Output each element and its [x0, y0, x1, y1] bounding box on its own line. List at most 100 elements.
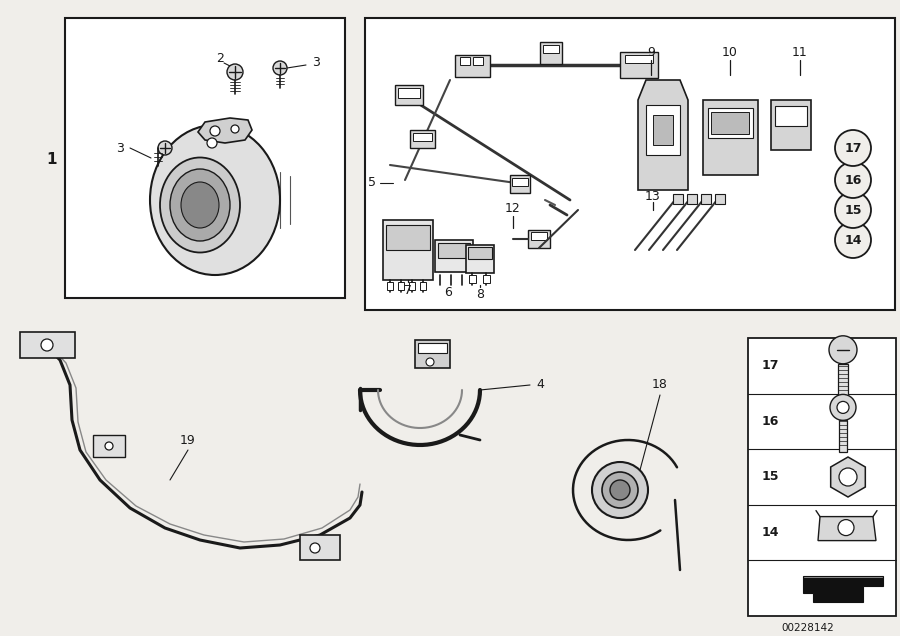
Circle shape: [835, 192, 871, 228]
Circle shape: [273, 61, 287, 75]
Bar: [418, 343, 447, 353]
Polygon shape: [831, 457, 865, 497]
Bar: [420, 282, 426, 290]
Ellipse shape: [181, 182, 219, 228]
Bar: [435, 240, 473, 272]
Bar: [93, 435, 125, 457]
Circle shape: [839, 468, 857, 486]
Text: 10: 10: [722, 46, 738, 59]
Text: 13: 13: [645, 190, 661, 202]
Circle shape: [830, 394, 856, 420]
Polygon shape: [818, 516, 876, 541]
Text: 9: 9: [647, 46, 655, 59]
Bar: [715, 194, 725, 204]
Text: 15: 15: [761, 471, 778, 483]
Text: 00228142: 00228142: [781, 623, 834, 633]
Bar: [300, 535, 340, 560]
Bar: [395, 85, 423, 105]
Text: 17: 17: [844, 141, 862, 155]
Bar: [687, 194, 697, 204]
Text: 5: 5: [368, 177, 376, 190]
Text: 12: 12: [505, 202, 521, 214]
Circle shape: [838, 520, 854, 536]
Bar: [483, 275, 490, 283]
Text: 7: 7: [404, 284, 412, 296]
Bar: [20, 332, 75, 358]
Circle shape: [602, 472, 638, 508]
Bar: [365, 18, 895, 310]
Text: 15: 15: [844, 204, 862, 216]
Bar: [438, 243, 470, 258]
Text: 16: 16: [761, 415, 778, 428]
Text: 14: 14: [761, 526, 778, 539]
Bar: [625, 55, 653, 63]
Circle shape: [227, 64, 243, 80]
Circle shape: [835, 130, 871, 166]
Bar: [543, 45, 559, 53]
Bar: [512, 178, 528, 186]
Circle shape: [835, 162, 871, 198]
Bar: [701, 194, 711, 204]
Bar: [775, 106, 807, 126]
Text: 6: 6: [444, 286, 452, 298]
Ellipse shape: [170, 169, 230, 241]
Bar: [65, 18, 345, 298]
Text: 16: 16: [844, 174, 861, 186]
Bar: [415, 340, 450, 368]
Circle shape: [207, 138, 217, 148]
Text: 11: 11: [792, 46, 808, 59]
Bar: [413, 133, 432, 141]
Bar: [473, 57, 483, 65]
Bar: [398, 282, 404, 290]
Circle shape: [426, 358, 434, 366]
Text: 1: 1: [47, 153, 58, 167]
Bar: [703, 100, 758, 175]
Text: 8: 8: [476, 287, 484, 300]
Ellipse shape: [150, 125, 280, 275]
Text: 3: 3: [312, 55, 319, 69]
Bar: [383, 220, 433, 280]
Text: 17: 17: [761, 359, 778, 372]
Bar: [771, 100, 811, 150]
Circle shape: [105, 442, 113, 450]
Bar: [409, 282, 415, 290]
Circle shape: [210, 126, 220, 136]
Bar: [460, 57, 470, 65]
Bar: [528, 230, 550, 248]
Bar: [673, 194, 683, 204]
Text: 2: 2: [216, 52, 224, 64]
Text: 14: 14: [844, 233, 862, 247]
Circle shape: [41, 339, 53, 351]
Bar: [466, 245, 494, 273]
Text: 4: 4: [536, 378, 544, 392]
Bar: [387, 282, 393, 290]
Circle shape: [310, 543, 320, 553]
Bar: [410, 130, 435, 148]
Bar: [455, 55, 490, 77]
Circle shape: [231, 125, 239, 133]
Polygon shape: [803, 576, 883, 602]
Polygon shape: [638, 80, 688, 190]
Circle shape: [835, 222, 871, 258]
Circle shape: [158, 141, 172, 155]
Bar: [711, 112, 749, 134]
Bar: [646, 105, 680, 155]
Bar: [510, 175, 530, 193]
Text: 18: 18: [652, 378, 668, 392]
Circle shape: [610, 480, 630, 500]
Bar: [386, 225, 430, 250]
Bar: [540, 42, 562, 64]
Bar: [708, 108, 753, 138]
Bar: [838, 364, 848, 398]
Bar: [653, 115, 673, 145]
Ellipse shape: [160, 158, 240, 252]
Circle shape: [829, 336, 857, 364]
Bar: [748, 338, 896, 616]
Circle shape: [837, 401, 849, 413]
Bar: [398, 88, 420, 98]
Bar: [620, 52, 658, 78]
Text: 19: 19: [180, 434, 196, 446]
Bar: [469, 275, 476, 283]
Bar: [531, 232, 547, 240]
Bar: [839, 420, 847, 452]
